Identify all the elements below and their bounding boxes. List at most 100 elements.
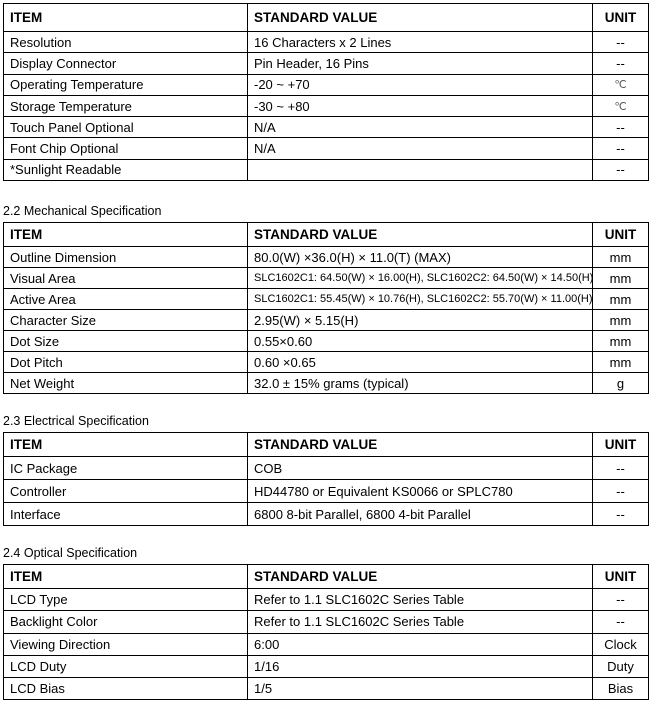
table-row: LCD Bias 1/5 Bias	[3, 677, 649, 701]
item-cell: Display Connector	[3, 52, 248, 75]
value-cell: HD44780 or Equivalent KS0066 or SPLC780	[247, 479, 593, 503]
table-row: Outline Dimension 80.0(W) ×36.0(H) × 11.0…	[3, 246, 649, 268]
value-cell: -20 ~ +70	[247, 73, 593, 96]
table-row: LCD Type Refer to 1.1 SLC1602C Series Tab…	[3, 587, 649, 612]
unit-cell: --	[592, 158, 649, 182]
item-cell: LCD Type	[3, 587, 248, 612]
header-item: ITEM	[3, 432, 248, 457]
electrical-spec-table: ITEM STANDARD VALUE UNIT IC Package COB -- Con…	[3, 432, 649, 526]
value-cell: N/A	[247, 137, 593, 160]
header-item: ITEM	[3, 564, 248, 589]
table-row: Controller HD44780 or Equivalent KS0066 o…	[3, 479, 649, 503]
unit-cell: mm	[592, 246, 649, 268]
optical-spec-table: ITEM STANDARD VALUE UNIT LCD Type Refer to 1…	[3, 564, 649, 701]
item-cell: Dot Size	[3, 330, 248, 352]
unit-cell: ℃	[592, 73, 649, 96]
unit-cell: --	[592, 456, 649, 480]
section-title: 2.3 Electrical Specification	[3, 414, 149, 428]
table-row: Backlight Color Refer to 1.1 SLC1602C Ser…	[3, 610, 649, 634]
value-cell: 80.0(W) ×36.0(H) × 11.0(T) (MAX)	[247, 246, 593, 268]
unit-cell: --	[592, 587, 649, 612]
item-cell: Interface	[3, 502, 248, 526]
item-cell: Visual Area	[3, 267, 248, 289]
value-cell: 6800 8-bit Parallel, 6800 4-bit Parallel	[247, 502, 593, 526]
table-row: IC Package COB --	[3, 456, 649, 480]
unit-cell: mm	[592, 351, 649, 373]
unit-cell: --	[592, 479, 649, 503]
value-cell: Refer to 1.1 SLC1602C Series Table	[247, 610, 593, 634]
table-row: Visual Area SLC1602C1: 64.50(W) × 16.00(H…	[3, 267, 649, 289]
mechanical-spec-table: ITEM STANDARD VALUE UNIT Outline Dimension 8…	[3, 222, 649, 394]
value-cell: SLC1602C1: 64.50(W) × 16.00(H), SLC1602C…	[247, 267, 593, 289]
table-header: ITEM STANDARD VALUE UNIT	[3, 222, 649, 247]
table-row: Active Area SLC1602C1: 55.45(W) × 10.76(H…	[3, 288, 649, 310]
unit-cell: Duty	[592, 654, 649, 679]
value-cell: 2.95(W) × 5.15(H)	[247, 309, 593, 331]
item-cell: Operating Temperature	[3, 73, 248, 96]
item-cell: *Sunlight Readable	[3, 158, 248, 182]
unit-cell: --	[592, 116, 649, 139]
table-row: Character Size 2.95(W) × 5.15(H) mm	[3, 309, 649, 331]
value-cell: 16 Characters x 2 Lines	[247, 30, 593, 54]
header-unit: UNIT	[592, 3, 649, 32]
header-item: ITEM	[3, 3, 248, 32]
header-unit: UNIT	[592, 222, 649, 247]
value-cell: 6:00	[247, 632, 593, 656]
item-cell: Outline Dimension	[3, 246, 248, 268]
unit-cell: mm	[592, 309, 649, 331]
value-cell: COB	[247, 456, 593, 480]
unit-cell: --	[592, 610, 649, 634]
section-title: 2.4 Optical Specification	[3, 546, 138, 560]
item-cell: Touch Panel Optional	[3, 116, 248, 139]
value-cell: Refer to 1.1 SLC1602C Series Table	[247, 587, 593, 612]
header-unit: UNIT	[592, 432, 649, 457]
value-cell: Pin Header, 16 Pins	[247, 52, 593, 75]
table-row: Resolution 16 Characters x 2 Lines --	[3, 30, 649, 54]
item-cell: Resolution	[3, 30, 248, 54]
value-cell: -30 ~ +80	[247, 94, 593, 118]
item-cell: Active Area	[3, 288, 248, 310]
unit-cell: --	[592, 502, 649, 526]
value-cell: 1/16	[247, 654, 593, 679]
general-spec-table: ITEM STANDARD VALUE UNIT Resolution 16 Chara…	[3, 3, 649, 182]
table-header: ITEM STANDARD VALUE UNIT	[3, 3, 649, 32]
table-row: Touch Panel Optional N/A --	[3, 116, 649, 139]
unit-cell: mm	[592, 288, 649, 310]
item-cell: LCD Duty	[3, 654, 248, 679]
item-cell: Viewing Direction	[3, 632, 248, 656]
unit-cell: Bias	[592, 677, 649, 701]
table-row: Dot Pitch 0.60 ×0.65 mm	[3, 351, 649, 373]
table-row: LCD Duty 1/16 Duty	[3, 654, 649, 679]
value-cell: N/A	[247, 116, 593, 139]
table-header: ITEM STANDARD VALUE UNIT	[3, 432, 649, 457]
unit-cell: g	[592, 372, 649, 394]
section-title: 2.2 Mechanical Specification	[3, 204, 162, 218]
value-cell: 0.60 ×0.65	[247, 351, 593, 373]
item-cell: Storage Temperature	[3, 94, 248, 118]
unit-cell: --	[592, 30, 649, 54]
item-cell: Character Size	[3, 309, 248, 331]
table-row: Font Chip Optional N/A --	[3, 137, 649, 160]
header-value: STANDARD VALUE	[247, 222, 593, 247]
table-header: ITEM STANDARD VALUE UNIT	[3, 564, 649, 589]
unit-cell: --	[592, 52, 649, 75]
header-item: ITEM	[3, 222, 248, 247]
table-row: Dot Size 0.55×0.60 mm	[3, 330, 649, 352]
table-row: Net Weight 32.0 ± 15% grams (typical) g	[3, 372, 649, 394]
table-row: Display Connector Pin Header, 16 Pins --	[3, 52, 649, 75]
unit-cell: --	[592, 137, 649, 160]
table-row: Storage Temperature -30 ~ +80 ℃	[3, 94, 649, 118]
item-cell: Controller	[3, 479, 248, 503]
table-row: Operating Temperature -20 ~ +70 ℃	[3, 73, 649, 96]
unit-cell: Clock	[592, 632, 649, 656]
item-cell: LCD Bias	[3, 677, 248, 701]
unit-cell: mm	[592, 267, 649, 289]
value-cell: 0.55×0.60	[247, 330, 593, 352]
item-cell: IC Package	[3, 456, 248, 480]
table-row: *Sunlight Readable --	[3, 158, 649, 182]
value-cell: SLC1602C1: 55.45(W) × 10.76(H), SLC1602C…	[247, 288, 593, 310]
value-cell: 32.0 ± 15% grams (typical)	[247, 372, 593, 394]
item-cell: Net Weight	[3, 372, 248, 394]
table-row: Viewing Direction 6:00 Clock	[3, 632, 649, 656]
header-value: STANDARD VALUE	[247, 3, 593, 32]
